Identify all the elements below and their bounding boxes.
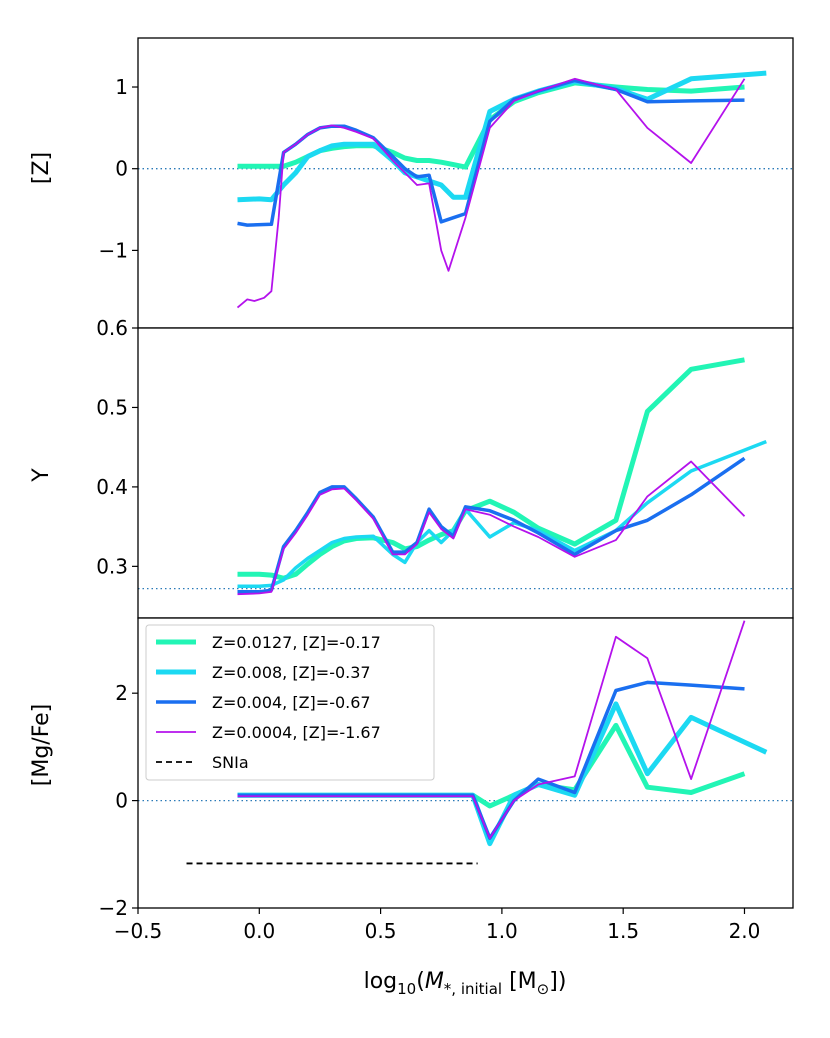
y-tick-label: 0.3 [96,554,128,578]
legend-label: Z=0.0004, [Z]=-1.67 [212,723,381,742]
legend-label: Z=0.0127, [Z]=-0.17 [212,633,381,652]
legend-label: SNIa [212,753,249,772]
panel-border [137,617,794,909]
series-line-4 [237,620,746,840]
panel-frame [138,328,793,618]
legend-box [145,624,435,781]
panel-helium: 0.3 0.4 0.5 0.6 Y [29,316,794,619]
series-line-4 [237,460,746,596]
panel-mgfe: −2 0 2 [Mg/Fe] Z=0.0127, [Z]=-0.17 Z=0.008,… [29,617,794,920]
x-tick-label: −0.5 [114,919,163,943]
x-tick-label: 0.5 [365,919,397,943]
y-tick-label: −2 [99,896,128,920]
y-tick-label: 0 [115,157,128,181]
y-tick-label: 0.4 [96,475,128,499]
legend-label: Z=0.004, [Z]=-0.67 [212,693,371,712]
x-tick-label: 2.0 [729,919,761,943]
panel-frame [138,38,793,328]
ylabel-helium: Y [29,468,54,483]
y-tick-label: −1 [99,238,128,262]
series-line-3 [237,456,746,594]
series-line-4 [236,77,746,309]
y-tick-label: 2 [115,681,128,705]
y-tick-label: 0.5 [96,395,128,419]
y-tick-label: 1 [115,75,128,99]
y-tick-label: 0 [115,789,128,813]
x-axis-label: log10(M*, initial [M⊙]) [364,969,567,998]
ylabel-mgfe: [Mg/Fe] [29,704,54,787]
legend-label: Z=0.008, [Z]=-0.37 [212,663,371,682]
ylabel-metallicity: [Z] [29,152,54,184]
panel-metallicity: −1 0 1 [Z] [29,37,794,329]
x-tick-label: 1.0 [486,919,518,943]
series-line-2 [237,439,767,588]
x-tick-label: 0.0 [243,919,275,943]
y-tick-label: 0.6 [96,316,128,340]
x-tick-label: 1.5 [607,919,639,943]
legend: Z=0.0127, [Z]=-0.17 Z=0.008, [Z]=-0.37 Z=0… [145,624,435,781]
